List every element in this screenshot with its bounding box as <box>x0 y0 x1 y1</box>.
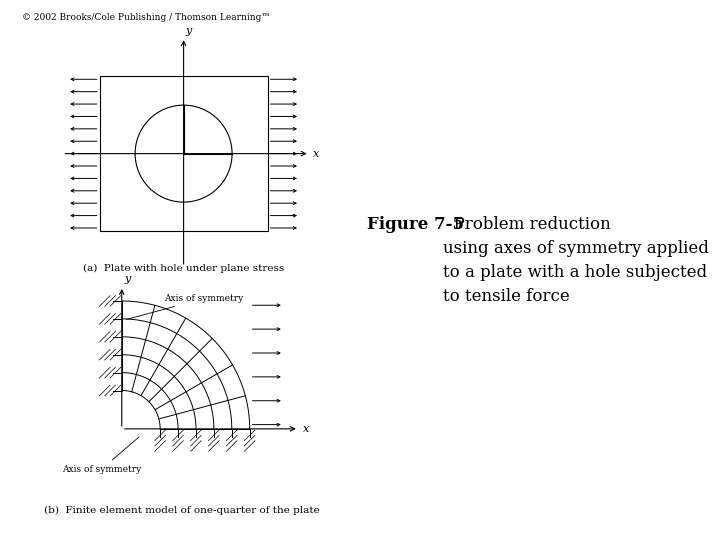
Text: © 2002 Brooks/Cole Publishing / Thomson Learning™: © 2002 Brooks/Cole Publishing / Thomson … <box>22 14 270 23</box>
Text: Axis of symmetry: Axis of symmetry <box>62 437 141 474</box>
Text: (b)  Finite element model of one-quarter of the plate: (b) Finite element model of one-quarter … <box>44 505 320 515</box>
Text: (a)  Plate with hole under plane stress: (a) Plate with hole under plane stress <box>83 264 284 273</box>
Text: Figure 7-5: Figure 7-5 <box>367 216 464 233</box>
Text: y: y <box>124 274 130 284</box>
Text: Axis of symmetry: Axis of symmetry <box>127 294 243 320</box>
Text: y: y <box>185 25 192 36</box>
Text: Problem reduction
using axes of symmetry applied
to a plate with a hole subjecte: Problem reduction using axes of symmetry… <box>443 216 708 306</box>
Text: x: x <box>313 148 319 159</box>
Text: x: x <box>303 424 309 434</box>
